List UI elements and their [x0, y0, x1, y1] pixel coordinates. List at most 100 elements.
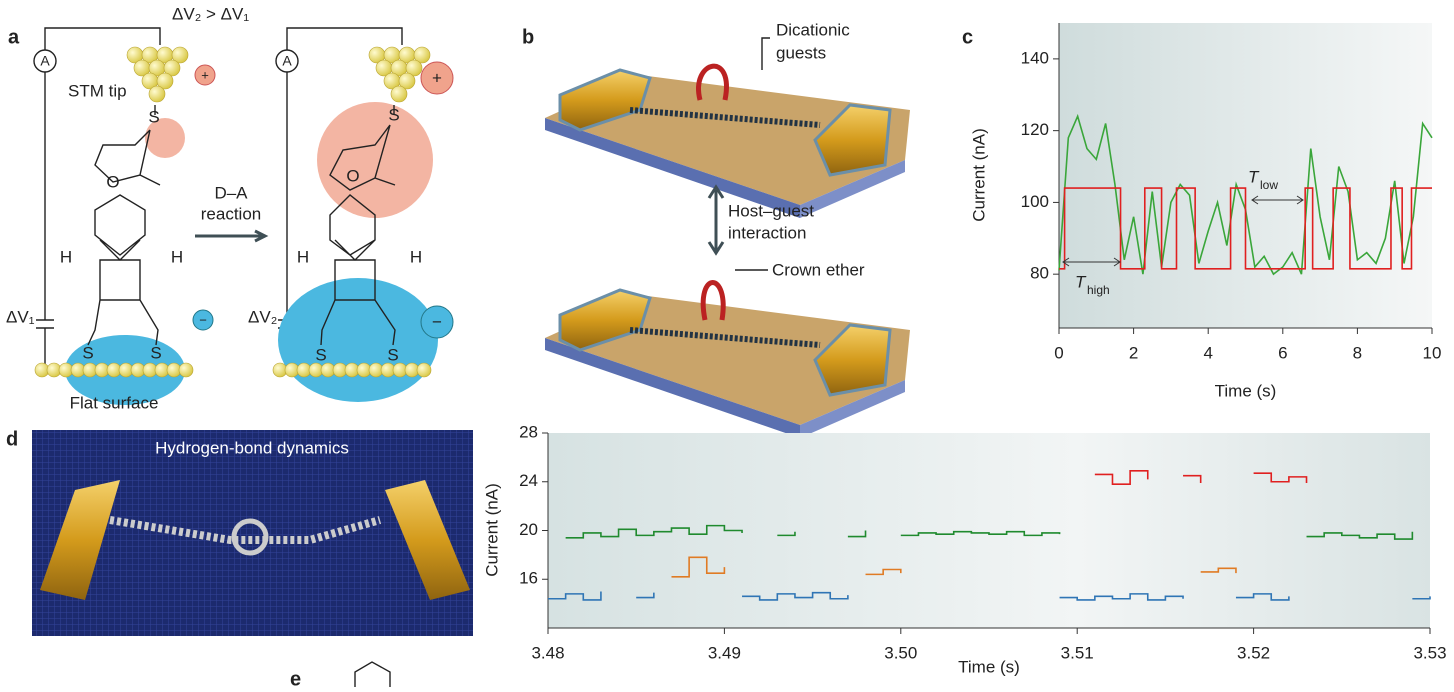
surface-atom	[178, 362, 194, 378]
y-tick-label: 20	[519, 520, 538, 539]
atom: S	[388, 105, 399, 124]
device-bottom	[545, 280, 910, 438]
guests-label: guests	[776, 43, 826, 62]
plus-charge	[194, 64, 216, 86]
y-tick-label: 16	[519, 569, 538, 588]
reaction-label: reaction	[201, 204, 261, 223]
plot-background	[548, 433, 1430, 628]
y-tick-label: 28	[519, 422, 538, 441]
atom: S	[150, 343, 161, 362]
x-tick-label: 3.53	[1413, 643, 1446, 662]
y-axis-label: Current (nA)	[969, 128, 988, 222]
surface	[34, 362, 432, 378]
stm-tips	[126, 46, 431, 103]
y-tick-label: 100	[1021, 192, 1049, 211]
surface-atom	[416, 362, 432, 378]
charge-cloud	[278, 278, 438, 402]
atom: O	[106, 172, 119, 191]
panel-b: b Dicationic guests Host–guest interacti…	[522, 20, 910, 438]
interval-arrow	[1062, 257, 1121, 267]
panel-label: c	[962, 26, 973, 48]
panel-label: e	[290, 668, 301, 687]
x-axis-label: Time (s)	[1215, 381, 1277, 400]
x-tick-label: 8	[1353, 343, 1362, 362]
interval-arrow	[1251, 195, 1304, 205]
atom: S	[148, 107, 159, 126]
reaction-arrow	[195, 229, 269, 243]
x-tick-label: 3.51	[1061, 643, 1094, 662]
ammeter: A	[40, 53, 50, 69]
interaction-arrow	[707, 184, 725, 256]
plus: +	[201, 67, 209, 82]
series-line	[671, 556, 1237, 578]
charge-cloud	[317, 102, 433, 218]
image-title: Hydrogen-bond dynamics	[155, 438, 349, 457]
molecule-fragment	[354, 661, 391, 687]
atom: H	[297, 247, 309, 266]
annotation-subscript: low	[1260, 178, 1278, 192]
molecule	[87, 105, 396, 346]
y-axis-label: Current (nA)	[482, 483, 501, 577]
y-tick-label: 80	[1030, 264, 1049, 283]
atom: H	[171, 247, 183, 266]
annotation: T	[1248, 167, 1260, 186]
atom: S	[315, 345, 326, 364]
stm-tip-label: STM tip	[68, 81, 127, 100]
charge-cloud	[145, 118, 185, 158]
x-tick-label: 3.50	[884, 643, 917, 662]
electrode	[385, 480, 470, 600]
bias: ΔV₂	[248, 307, 277, 326]
panel-label: b	[522, 26, 534, 48]
x-tick-label: 10	[1423, 343, 1442, 362]
x-tick-label: 2	[1129, 343, 1138, 362]
bias-relation: ΔV₂ > ΔV₁	[172, 4, 249, 23]
x-tick-label: 3.52	[1237, 643, 1270, 662]
atom: H	[60, 247, 72, 266]
x-tick-label: 0	[1054, 343, 1063, 362]
electrode	[40, 480, 120, 600]
device-top	[545, 63, 910, 218]
surface-label: Flat surface	[70, 393, 159, 412]
atom: O	[346, 166, 359, 185]
minus: −	[432, 312, 442, 331]
panel-d: d Hydrogen-bond dynamics e	[6, 428, 473, 690]
interaction-label: Host–guest	[728, 201, 814, 220]
interaction-label: interaction	[728, 223, 806, 242]
y-tick-label: 140	[1021, 48, 1049, 67]
panel-label: a	[8, 26, 20, 48]
panel-label: d	[6, 428, 18, 450]
series-line	[565, 524, 1414, 540]
render-image	[32, 430, 473, 636]
guests-label: Dicationic	[776, 20, 850, 39]
reaction-label: D–A	[214, 183, 248, 202]
x-axis-label: Time (s)	[958, 657, 1020, 676]
crown-label: Crown ether	[772, 260, 865, 279]
macrocycle	[231, 518, 269, 556]
bias: ΔV₁	[6, 307, 35, 326]
x-tick-label: 4	[1203, 343, 1212, 362]
annotation: T	[1075, 272, 1087, 291]
annotation-subscript: high	[1087, 283, 1110, 297]
y-tick-label: 24	[519, 471, 538, 490]
plot-background	[1059, 23, 1432, 328]
leader	[761, 37, 770, 70]
minus-charge	[192, 309, 214, 331]
ammeter: A	[282, 53, 292, 69]
atom: S	[82, 343, 93, 362]
plus-charge	[420, 61, 454, 95]
molecule	[109, 516, 382, 544]
atom: H	[410, 247, 422, 266]
atom: S	[387, 345, 398, 364]
minus-charge	[420, 305, 454, 339]
x-tick-label: 3.49	[708, 643, 741, 662]
x-tick-label: 6	[1278, 343, 1287, 362]
minus: −	[199, 312, 207, 327]
series-line	[1059, 187, 1432, 270]
panel-a: a ΔV₂ > ΔV₁ A A STM tip + + − − S S O O …	[6, 4, 454, 412]
plus: +	[432, 68, 442, 87]
series-line	[1094, 469, 1308, 485]
y-tick-label: 120	[1021, 120, 1049, 139]
x-tick-label: 3.48	[531, 643, 564, 662]
series-line	[548, 591, 1431, 601]
